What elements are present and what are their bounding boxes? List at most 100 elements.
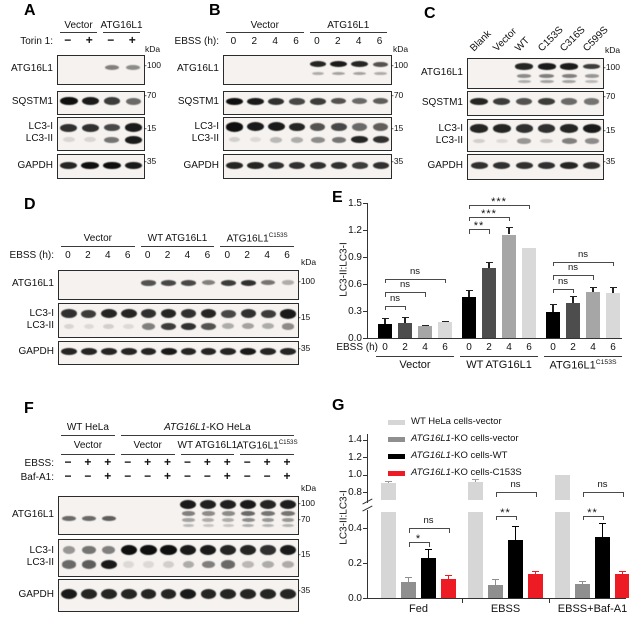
e-bar [546,311,560,338]
blot-band [120,309,137,319]
e-sig-bracket-end [553,288,554,293]
blot-band [268,97,285,105]
mw-marker: -70 [144,89,157,100]
e-sig-bracket [553,275,593,276]
blot-band [220,348,237,356]
d-blot-row-label: LC3-II [26,319,54,331]
blot-band [517,74,532,78]
b-blot-box [223,55,392,85]
e-sig-label: ns [557,275,569,287]
g-error-cap [599,522,606,524]
e-error-bar [572,295,574,303]
blot-band [539,80,554,84]
e-x-tick-label: 2 [402,342,408,353]
blot-band [288,122,306,132]
d-group-underline [61,246,135,248]
d-blot-box [58,270,299,300]
g-sig-bracket [582,492,623,493]
panel-e-label: E [332,189,343,206]
e-group-label: ATG16L1C153S [549,359,617,372]
blot-band [84,137,97,143]
d-group-underline [140,246,215,248]
g-error-bar [447,575,450,579]
panel-a-label: A [24,2,36,19]
b-blot-row-label: ATG16L1 [176,63,219,74]
blot-band [180,545,197,556]
blot-band [124,135,142,144]
g-sig-bracket-end [582,515,584,521]
g-y-tick [363,598,368,600]
e-sig-bracket [469,204,529,206]
e-y-axis [367,203,369,338]
b-treatment-name: EBSS (h): [174,36,219,47]
e-y-tick-label: 1.5 [348,197,362,209]
blot-band [140,544,157,556]
blot-band [372,136,389,144]
f-group-underline [120,435,294,437]
e-group-label: Vector [399,359,431,371]
g-axis-break-mark [362,498,373,505]
blot-band [261,511,275,517]
blot-band [123,323,134,330]
d-group-label: Vector [83,233,113,244]
blot-band [120,589,137,599]
blot-band [282,524,294,528]
blot-band [220,309,236,319]
g-bar [528,574,543,598]
blot-band [103,123,120,132]
e-sig-label: ns [409,265,421,277]
f-group-label: Vector [133,440,162,451]
blot-band [103,323,115,330]
e-sig-label: ns [399,279,411,291]
f-lane-symbol: + [84,455,92,469]
e-bar [586,292,600,338]
mw-marker: -35 [603,156,616,167]
blot-band [202,524,214,528]
g-legend-label: ATG16L1-KO cells-C153S [411,467,522,478]
f-blot-box [58,496,299,535]
g-sig-bracket [408,542,429,543]
blot-band [82,545,96,555]
f-group-label: WT ATG16L1 [177,440,238,451]
e-sig-bracket-end [553,275,554,280]
blot-band [62,560,76,569]
f-group-label: WT HeLa [66,422,109,433]
blot-band [470,98,489,106]
g-sig-bracket-end [622,492,624,497]
e-sig-label: ** [473,220,485,233]
blot-band [81,348,97,356]
c-blot-box [467,154,604,180]
blot-band [246,122,264,132]
blot-band [240,499,257,510]
e-bar [418,326,432,338]
g-error-bar [494,578,497,585]
f-lane-symbol: + [144,455,152,469]
mw-marker: -100 [298,275,316,286]
f-treatment-name: Baf-A1: [20,472,54,483]
blot-band [373,61,389,68]
e-sig-bracket-end [469,216,470,221]
blot-band [100,589,117,599]
e-sig-bracket [469,216,509,218]
g-bar [401,582,416,598]
g-y-tick-label: 1.4 [348,434,362,446]
e-sig-bracket-end [385,305,386,311]
blot-band [141,280,156,286]
blot-band [225,122,243,132]
e-group-underline [376,356,454,358]
g-x-axis [367,598,626,600]
e-sig-bracket-end [529,204,530,210]
e-y-tick [363,257,368,259]
blot-band [331,98,347,105]
e-sig-bracket-end [445,278,446,284]
blot-band [282,280,294,286]
e-x-tick-label: 4 [422,342,428,353]
b-lane-symbol: 2 [251,36,258,47]
f-lane-symbol: + [223,469,231,483]
e-sig-label: ns [389,292,401,304]
blot-band [81,560,96,569]
f-group-label: ATG16L1C153S [236,439,298,452]
blot-band [260,545,276,555]
blot-band [351,61,368,68]
blot-band [262,560,275,569]
